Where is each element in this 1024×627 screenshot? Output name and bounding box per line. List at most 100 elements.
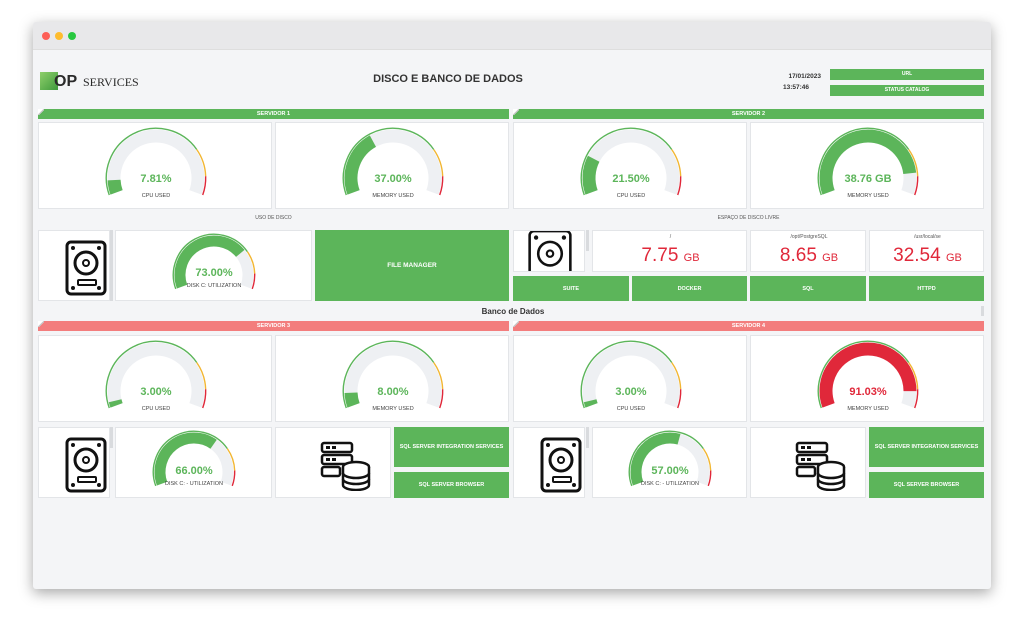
panel-corner-icon bbox=[38, 321, 44, 327]
server3-memory-value: 8.00% bbox=[377, 386, 409, 398]
gauge-threshold-red bbox=[914, 176, 919, 196]
db4-integration-services-button[interactable]: SQL SERVER INTEGRATION SERVICES bbox=[869, 427, 984, 467]
window-titlebar bbox=[33, 22, 991, 50]
gauge-threshold-red bbox=[439, 176, 444, 196]
db4-disk-gauge bbox=[628, 430, 712, 487]
scrollbar[interactable] bbox=[586, 230, 589, 251]
logo-op: OP bbox=[54, 73, 78, 90]
server1-cpu-panel: 7.81% CPU USED bbox=[38, 122, 272, 209]
gauge-threshold-green bbox=[628, 430, 704, 487]
gauge-threshold-yellow bbox=[196, 149, 207, 177]
disk-free-root-value: 7.75 GB bbox=[593, 245, 748, 267]
server4-cpu-gauge bbox=[580, 340, 682, 409]
disk-usage-gauge bbox=[172, 233, 256, 290]
db4-browser-button[interactable]: SQL SERVER BROWSER bbox=[869, 472, 984, 498]
server4-cpu-panel: 3.00% CPU USED bbox=[513, 335, 747, 422]
gauge-threshold-red bbox=[439, 389, 444, 409]
gauge-threshold-red bbox=[677, 389, 682, 409]
maximize-window-button[interactable] bbox=[68, 32, 76, 40]
gauge-threshold-green bbox=[817, 340, 910, 409]
header-date: 17/01/2023 bbox=[788, 73, 821, 80]
gauge-value-arc bbox=[174, 235, 245, 289]
gauge-value-arc bbox=[344, 135, 377, 195]
status-catalog-button[interactable]: STATUS CATALOG bbox=[830, 85, 984, 96]
gauge-threshold-red bbox=[231, 470, 236, 487]
scrollbar[interactable] bbox=[110, 427, 113, 448]
dashboard-window: OP SERVICES DISCO E BANCO DE DADOS 17/01… bbox=[33, 22, 991, 589]
database-server-icon bbox=[795, 441, 846, 491]
file-manager-button[interactable]: FILE MANAGER bbox=[315, 230, 509, 301]
gauge-threshold-yellow bbox=[246, 251, 256, 274]
db3-disk-gauge bbox=[152, 430, 236, 487]
server4-cpu-value: 3.00% bbox=[615, 386, 647, 398]
gauge-threshold-yellow bbox=[671, 149, 682, 177]
gauge-track bbox=[107, 129, 205, 195]
gauge-value-arc bbox=[107, 179, 123, 195]
disk-free-usrlocal-number: 32.54 bbox=[893, 245, 941, 266]
db3-database-icon-panel bbox=[275, 427, 391, 498]
minimize-window-button[interactable] bbox=[55, 32, 63, 40]
db3-integration-services-button[interactable]: SQL SERVER INTEGRATION SERVICES bbox=[394, 427, 509, 467]
disk-icon-panel bbox=[38, 230, 110, 301]
gauge-threshold-yellow bbox=[226, 448, 236, 471]
disk-free-root-unit: GB bbox=[683, 252, 700, 264]
suite-button[interactable]: SUITE bbox=[513, 276, 629, 301]
gauge-threshold-red bbox=[707, 470, 712, 487]
disk-usage-title: USO DE DISCO bbox=[255, 215, 292, 221]
db4-disk-value: 57.00% bbox=[651, 465, 689, 477]
server1-cpu-value: 7.81% bbox=[140, 173, 172, 185]
db3-disk-icon-panel bbox=[38, 427, 110, 498]
gauge-threshold-red bbox=[914, 389, 919, 409]
gauge-threshold-red bbox=[677, 176, 682, 196]
disk-free-postgres-unit: GB bbox=[822, 252, 839, 264]
server1-header: SERVIDOR 1 bbox=[38, 109, 509, 119]
hard-disk-icon bbox=[540, 437, 582, 493]
gauge-threshold-green bbox=[580, 340, 673, 409]
server1-cpu-gauge bbox=[105, 127, 207, 196]
database-section-title: Banco de Dados bbox=[481, 307, 545, 316]
docker-button[interactable]: DOCKER bbox=[632, 276, 747, 301]
server2-cpu-panel: 21.50% CPU USED bbox=[513, 122, 747, 209]
server3-cpu-value: 3.00% bbox=[140, 386, 172, 398]
httpd-button[interactable]: HTTPD bbox=[869, 276, 984, 301]
scrollbar[interactable] bbox=[981, 306, 984, 316]
url-button[interactable]: URL bbox=[830, 69, 984, 80]
server3-memory-panel: 8.00% MEMORY USED bbox=[275, 335, 509, 422]
gauge-threshold-green bbox=[172, 233, 248, 290]
server1-memory-gauge bbox=[342, 127, 444, 196]
header-time: 13:57:46 bbox=[782, 84, 809, 91]
db4-disk-icon-panel bbox=[513, 427, 585, 498]
gauge-threshold-yellow bbox=[433, 362, 444, 390]
disk-free-root-path: / bbox=[669, 234, 672, 240]
gauge-threshold-yellow bbox=[433, 149, 444, 177]
gauge-track bbox=[582, 342, 680, 408]
disk-free-postgres-value: 8.65 GB bbox=[751, 245, 867, 267]
gauge-threshold-green bbox=[342, 340, 435, 409]
server3-memory-gauge bbox=[342, 340, 444, 409]
gauge-value-arc bbox=[630, 432, 681, 486]
server2-memory-label: MEMORY USED bbox=[847, 193, 889, 199]
disk-free-usrlocal-value: 32.54 GB bbox=[870, 245, 985, 267]
hard-disk-icon bbox=[528, 231, 572, 271]
db4-disk-usage-panel: 57.00% DISK C: - UTILIZATION bbox=[592, 427, 747, 498]
disk-usage-panel: 73.00% DISK C: UTILIZATION bbox=[115, 230, 312, 301]
server3-cpu-panel: 3.00% CPU USED bbox=[38, 335, 272, 422]
db3-disk-value: 66.00% bbox=[175, 465, 213, 477]
db3-browser-button[interactable]: SQL SERVER BROWSER bbox=[394, 472, 509, 498]
hard-disk-icon bbox=[65, 240, 107, 296]
server3-memory-label: MEMORY USED bbox=[372, 406, 414, 412]
gauge-value-arc bbox=[819, 342, 917, 408]
gauge-value-arc bbox=[583, 399, 598, 408]
close-window-button[interactable] bbox=[42, 32, 50, 40]
server2-cpu-label: CPU USED bbox=[616, 193, 646, 199]
gauge-threshold-green bbox=[342, 127, 435, 196]
gauge-value-arc bbox=[108, 399, 123, 408]
sql-button[interactable]: SQL bbox=[750, 276, 866, 301]
scrollbar[interactable] bbox=[110, 230, 113, 301]
scrollbar[interactable] bbox=[586, 427, 589, 448]
disk-free-usrlocal-path: /usr/local/se bbox=[914, 234, 941, 240]
server1-memory-panel: 37.00% MEMORY USED bbox=[275, 122, 509, 209]
server1-memory-value: 37.00% bbox=[374, 173, 412, 185]
disk-free-postgres-panel: /opt/PostgreSQL 8.65 GB bbox=[750, 230, 866, 272]
disk-usage-label: DISK C: UTILIZATION bbox=[186, 283, 242, 289]
